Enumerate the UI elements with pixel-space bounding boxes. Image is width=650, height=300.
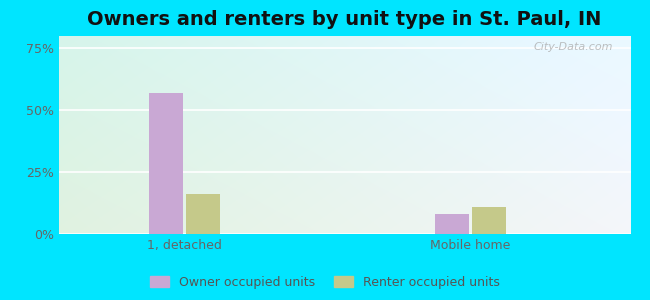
Legend: Owner occupied units, Renter occupied units: Owner occupied units, Renter occupied un… (146, 271, 504, 294)
Bar (472, 207, 506, 234)
Bar (435, 214, 469, 234)
Title: Owners and renters by unit type in St. Paul, IN: Owners and renters by unit type in St. P… (87, 10, 602, 29)
Bar (149, 93, 183, 234)
Text: City-Data.com: City-Data.com (534, 42, 614, 52)
Bar (186, 194, 220, 234)
